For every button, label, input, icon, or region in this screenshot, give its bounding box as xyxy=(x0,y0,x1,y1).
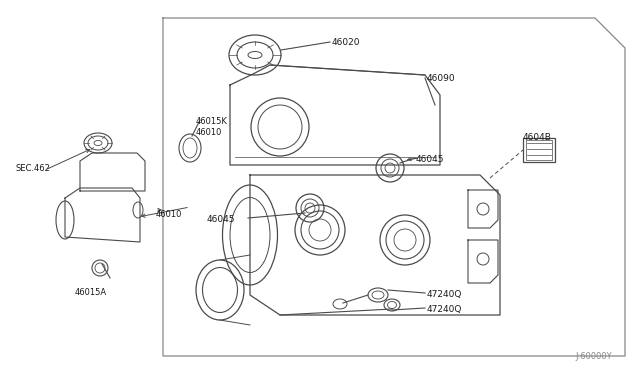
Text: 46015A: 46015A xyxy=(75,288,107,297)
Text: 46010: 46010 xyxy=(156,210,182,219)
Text: J:60000Y: J:60000Y xyxy=(575,352,612,361)
Text: 46020: 46020 xyxy=(332,38,360,47)
Text: SEC.462: SEC.462 xyxy=(15,164,50,173)
Text: 47240Q: 47240Q xyxy=(427,305,462,314)
Text: 46045: 46045 xyxy=(207,215,235,224)
Text: 47240Q: 47240Q xyxy=(427,290,462,299)
Text: 46090: 46090 xyxy=(427,74,456,83)
Text: 46045: 46045 xyxy=(416,155,445,164)
Text: 46015K: 46015K xyxy=(196,117,228,126)
Text: 46010: 46010 xyxy=(196,128,222,137)
Text: 4604B: 4604B xyxy=(523,133,552,142)
